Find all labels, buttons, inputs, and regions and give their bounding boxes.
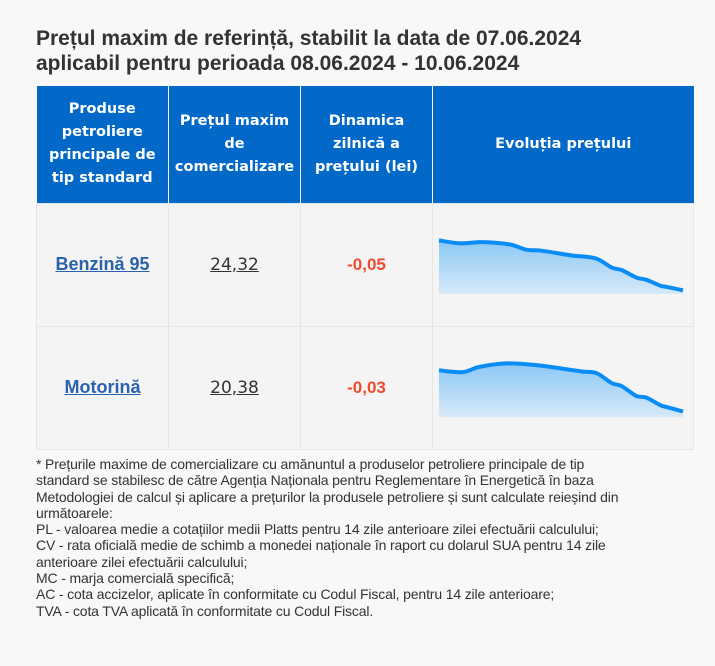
header-daily-change: Dinamica zilnică a prețului (lei) [300, 86, 433, 203]
footnote-line: CV - rata oficială medie de schimb a mon… [36, 537, 606, 554]
footnote-line: anterioare zilei efectuării calculului; [36, 553, 248, 570]
product-link-motorina[interactable]: Motorină [64, 377, 141, 397]
page-title: Prețul maxim de referință, stabilit la d… [36, 26, 696, 76]
product-cell: Benzină 95 [36, 202, 169, 327]
daily-change-value: -0,05 [347, 254, 386, 274]
footnote-line: TVA - cota TVA aplicată în conformitate … [36, 602, 374, 619]
daily-change-value: -0,03 [347, 377, 386, 397]
price-evolution-sparkline [438, 360, 684, 417]
header-max-price: Prețul maxim de comercializare [168, 86, 301, 203]
product-cell: Motorină [36, 325, 169, 450]
footnote-line: AC - cota accizelor, aplicate în conform… [36, 586, 555, 603]
footnote-line: PL - valoarea medie a cotațiilor medii P… [36, 521, 599, 538]
price-evolution-sparkline [438, 237, 683, 294]
max-price-value[interactable]: 24,32 [210, 254, 259, 275]
footnote-line: MC - marja comercială specifică; [36, 570, 235, 587]
fuel-prices-table: Produse petroliere principale de tip sta… [36, 86, 694, 450]
sparkline-line [438, 360, 684, 413]
evolution-cell [432, 325, 694, 450]
price-cell: 24,32 [168, 202, 301, 327]
price-cell: 20,38 [168, 325, 301, 450]
sparkline-area [438, 239, 683, 294]
footnote-line: următoarele: [36, 504, 113, 521]
header-price-evolution: Evoluția prețului [432, 86, 694, 203]
delta-cell: -0,05 [300, 202, 433, 327]
footnote-line: Metodologiei de calcul și aplicare a pre… [36, 488, 619, 505]
evolution-cell [432, 202, 694, 327]
sparkline-line [438, 237, 683, 292]
methodology-footnote: * Prețurile maxime de comercializare cu … [36, 456, 696, 619]
table-header-row: Produse petroliere principale de tip sta… [36, 86, 694, 203]
footnote-line: * Prețurile maxime de comercializare cu … [36, 456, 585, 472]
sparkline-area [438, 362, 683, 417]
footnote-line: standard se stabilesc de către Agenția N… [36, 472, 594, 489]
title-line-2: aplicabil pentru perioada 08.06.2024 - 1… [36, 52, 520, 75]
delta-cell: -0,03 [300, 325, 433, 450]
product-link-benzina-95[interactable]: Benzină 95 [55, 254, 150, 274]
header-products: Produse petroliere principale de tip sta… [36, 86, 169, 203]
max-price-value[interactable]: 20,38 [210, 377, 259, 398]
title-line-1: Prețul maxim de referință, stabilit la d… [36, 27, 582, 50]
table-row: Motorină 20,38 -0,03 [36, 325, 694, 450]
table-row: Benzină 95 24,32 -0,05 [36, 202, 694, 327]
